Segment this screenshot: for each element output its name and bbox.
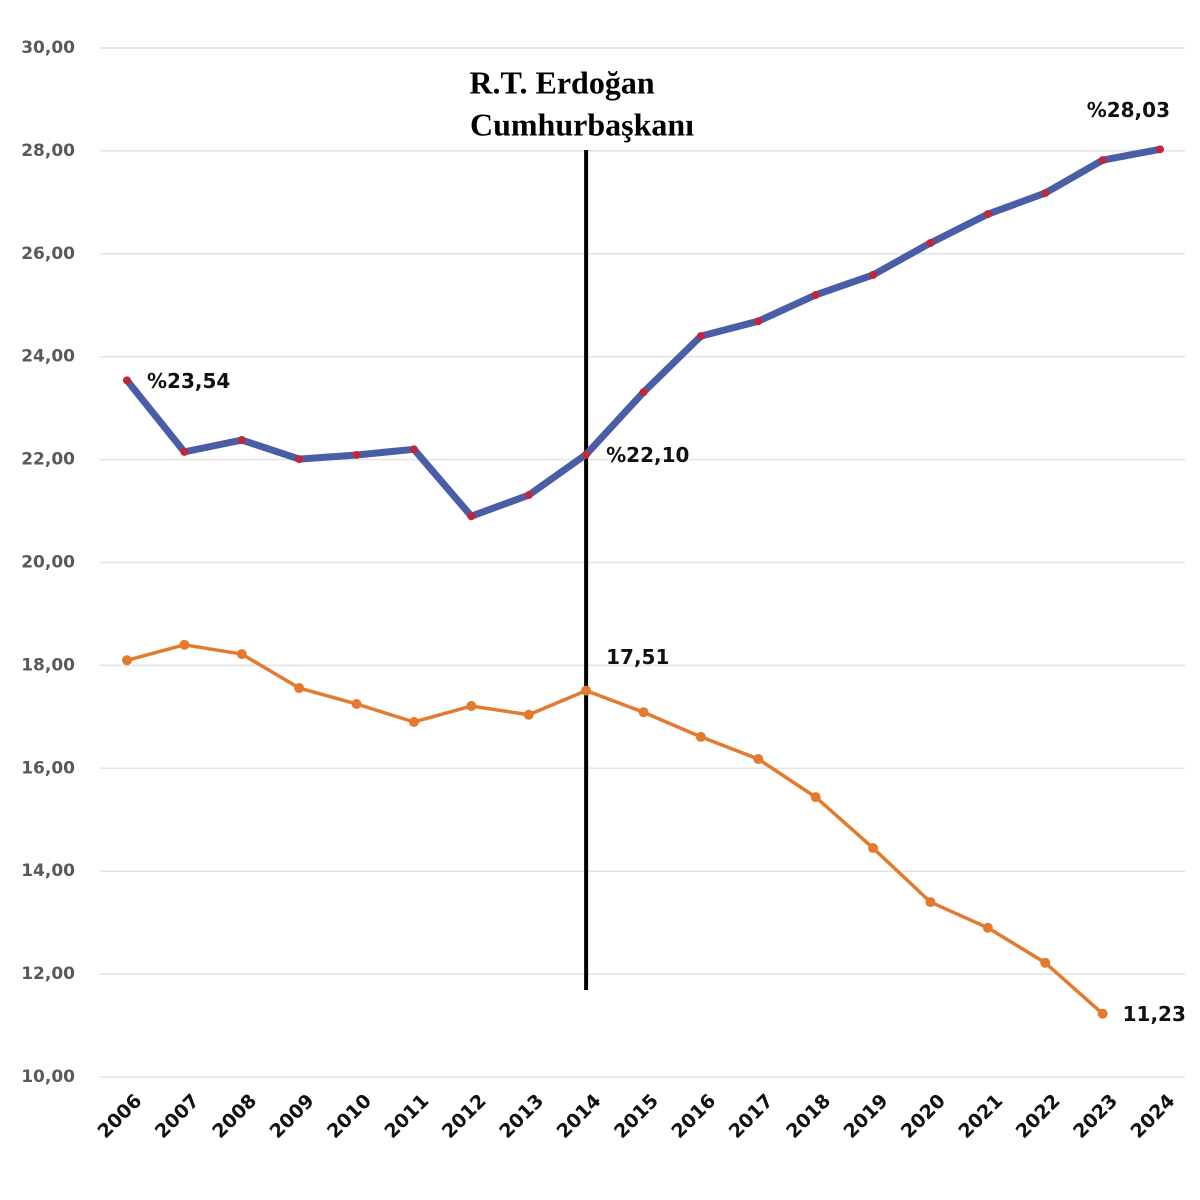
marker [639,388,648,397]
marker [811,290,820,299]
x-tick-label: 2013 [495,1090,548,1143]
x-tick-label: 2021 [954,1090,1007,1143]
marker [466,701,477,712]
marker [754,317,763,326]
marker [638,707,649,718]
x-tick-label: 2012 [438,1090,491,1143]
marker [982,922,993,933]
x-tick-label: 2020 [897,1090,950,1143]
y-tick-label: 22,00 [21,450,75,470]
x-tick-label: 2011 [380,1090,433,1143]
marker [582,450,591,459]
marker [869,270,878,279]
x-tick-label: 2006 [93,1090,146,1143]
x-tick-label: 2015 [610,1090,663,1143]
y-tick-label: 20,00 [21,553,75,573]
marker [695,731,706,742]
x-tick-label: 2022 [1012,1090,1065,1143]
marker [180,447,189,456]
value-label: 17,51 [606,645,669,669]
marker [122,655,132,666]
marker [983,210,992,219]
marker [926,238,935,247]
marker [810,792,821,803]
x-tick-label: 2019 [840,1090,893,1143]
marker [295,455,304,464]
x-tick-label: 2009 [266,1090,319,1143]
y-tick-label: 10,00 [21,1067,75,1087]
value-label: %28,03 [1087,98,1170,122]
series-line [126,643,1104,1016]
annotation: R.T. Erdoğan [469,64,654,100]
value-label: 11,23 [1123,1002,1186,1026]
y-tick-label: 30,00 [21,38,75,58]
x-tick-label: 2014 [553,1090,606,1143]
marker [237,436,246,445]
marker [1040,957,1051,968]
x-tick-label: 2017 [725,1090,778,1143]
x-tick-label: 2008 [208,1090,261,1143]
y-tick-label: 14,00 [21,861,75,881]
marker [523,709,534,720]
marker [868,843,879,854]
y-tick-label: 16,00 [21,758,75,778]
marker [581,685,592,696]
marker [179,639,190,650]
x-tick-label: 2010 [323,1090,376,1143]
marker [408,716,419,727]
x-tick-label: 2018 [782,1090,835,1143]
x-tick-label: 2023 [1069,1090,1122,1143]
y-tick-label: 12,00 [21,964,75,984]
y-tick-label: 18,00 [21,655,75,675]
marker [236,649,247,660]
marker [925,897,936,908]
x-tick-label: 2024 [1126,1090,1179,1143]
x-tick-label: 2007 [151,1090,204,1143]
marker [352,450,361,459]
marker [1156,145,1164,154]
value-label: %22,10 [606,443,689,467]
marker [123,376,131,385]
y-tick-label: 24,00 [21,347,75,367]
marker [524,491,533,500]
x-tick-label: 2016 [667,1090,720,1143]
marker [753,754,764,765]
y-tick-label: 28,00 [21,141,75,161]
marker [1041,189,1050,198]
marker [351,698,362,709]
annotation: Cumhurbaşkanı [470,106,694,142]
marker [696,332,705,341]
marker [409,445,418,454]
y-tick-label: 26,00 [21,244,75,264]
marker [467,512,476,521]
marker [1098,156,1107,165]
marker [1097,1008,1108,1019]
value-label: %23,54 [147,369,230,393]
marker [294,683,305,694]
